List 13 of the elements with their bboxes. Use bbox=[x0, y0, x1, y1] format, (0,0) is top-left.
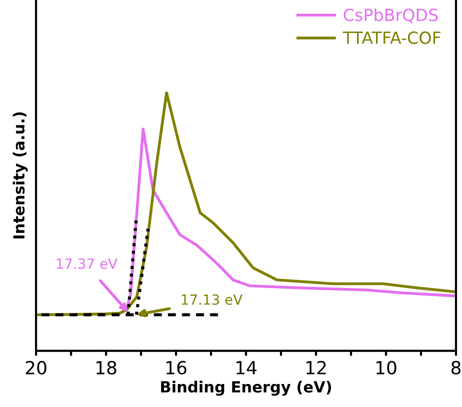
x-tick-label: 14 bbox=[236, 361, 256, 374]
x-tick-label: 16 bbox=[166, 360, 186, 375]
annotation: 17.37 eV bbox=[56, 258, 118, 269]
x-tick-label: 20 bbox=[26, 360, 46, 375]
x-tick-label: 18 bbox=[96, 360, 116, 375]
x-tick-label: 8 bbox=[451, 360, 460, 375]
y-axis-title: Intensity (a.u.) bbox=[12, 112, 28, 238]
annotation: 17.13 eV bbox=[182, 294, 242, 305]
x-tick-label: 12 bbox=[306, 360, 326, 374]
x-tick-label: 10 bbox=[376, 360, 396, 375]
x-axis-title: Binding Energy (eV) bbox=[161, 380, 332, 396]
legend-label: TTATFA-COF bbox=[342, 31, 440, 44]
legend-label: CsPbBrQDS bbox=[344, 8, 438, 24]
